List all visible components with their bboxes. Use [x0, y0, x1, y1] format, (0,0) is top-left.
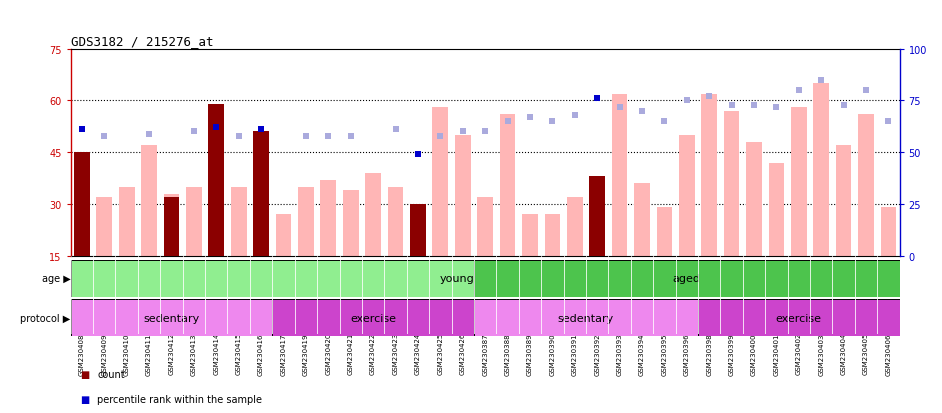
Point: [791, 88, 806, 94]
Bar: [208, 104, 224, 256]
Bar: [858, 115, 874, 256]
Point: [388, 127, 403, 133]
Bar: [410, 204, 426, 256]
Point: [187, 129, 202, 135]
Point: [836, 102, 852, 109]
Bar: [432, 108, 448, 256]
Bar: [71, 260, 474, 297]
Text: sedentary: sedentary: [143, 313, 200, 323]
Text: aged: aged: [673, 274, 701, 284]
Bar: [590, 191, 605, 256]
Text: sedentary: sedentary: [558, 313, 614, 323]
Point: [209, 125, 224, 131]
Text: age ▶: age ▶: [41, 274, 71, 284]
Bar: [388, 187, 403, 256]
Point: [612, 104, 627, 111]
Bar: [611, 94, 627, 256]
Point: [746, 102, 761, 109]
Bar: [253, 132, 268, 256]
Point: [702, 94, 717, 100]
Point: [253, 127, 268, 133]
Point: [724, 102, 739, 109]
Bar: [96, 197, 112, 256]
Text: exercise: exercise: [350, 313, 396, 323]
Point: [769, 104, 784, 111]
Bar: [791, 108, 806, 256]
Text: count: count: [97, 369, 124, 379]
Bar: [499, 115, 515, 256]
Bar: [544, 215, 560, 256]
Bar: [813, 84, 829, 256]
Bar: [881, 208, 896, 256]
Bar: [186, 187, 202, 256]
Text: ■: ■: [80, 369, 89, 379]
Point: [97, 133, 112, 140]
Point: [74, 127, 89, 133]
Point: [814, 77, 829, 84]
Point: [544, 119, 560, 125]
Bar: [474, 299, 698, 337]
Bar: [836, 146, 852, 256]
Bar: [231, 187, 247, 256]
Point: [679, 98, 694, 104]
Point: [321, 133, 336, 140]
Bar: [746, 142, 762, 256]
Bar: [679, 135, 694, 256]
Bar: [298, 187, 314, 256]
Point: [478, 129, 493, 135]
Point: [567, 112, 582, 119]
Point: [634, 108, 649, 115]
Bar: [272, 299, 474, 337]
Point: [231, 133, 246, 140]
Bar: [698, 299, 900, 337]
Bar: [634, 184, 650, 256]
Point: [590, 96, 605, 102]
Bar: [702, 94, 717, 256]
Text: protocol ▶: protocol ▶: [21, 313, 71, 323]
Point: [858, 88, 873, 94]
Point: [455, 129, 470, 135]
Bar: [455, 135, 471, 256]
Bar: [71, 299, 272, 337]
Bar: [769, 163, 785, 256]
Point: [299, 133, 314, 140]
Text: ■: ■: [80, 394, 89, 404]
Point: [432, 133, 447, 140]
Bar: [410, 204, 426, 256]
Text: young: young: [440, 274, 475, 284]
Bar: [320, 180, 336, 256]
Point: [881, 119, 896, 125]
Text: GDS3182 / 215276_at: GDS3182 / 215276_at: [71, 36, 213, 48]
Point: [657, 119, 672, 125]
Text: exercise: exercise: [776, 313, 821, 323]
Point: [343, 133, 358, 140]
Point: [523, 114, 538, 121]
Text: percentile rank within the sample: percentile rank within the sample: [97, 394, 262, 404]
Bar: [478, 197, 493, 256]
Point: [141, 131, 156, 138]
Bar: [208, 104, 224, 256]
Bar: [567, 197, 582, 256]
Bar: [253, 132, 268, 256]
Bar: [141, 146, 157, 256]
Bar: [723, 112, 739, 256]
Bar: [74, 153, 89, 256]
Bar: [522, 215, 538, 256]
Bar: [590, 177, 605, 256]
Bar: [657, 208, 673, 256]
Bar: [365, 173, 381, 256]
Bar: [164, 194, 179, 256]
Bar: [276, 215, 291, 256]
Bar: [474, 260, 900, 297]
Bar: [119, 187, 135, 256]
Bar: [164, 197, 179, 256]
Point: [500, 119, 515, 125]
Point: [411, 152, 426, 158]
Bar: [343, 191, 359, 256]
Bar: [74, 153, 89, 256]
